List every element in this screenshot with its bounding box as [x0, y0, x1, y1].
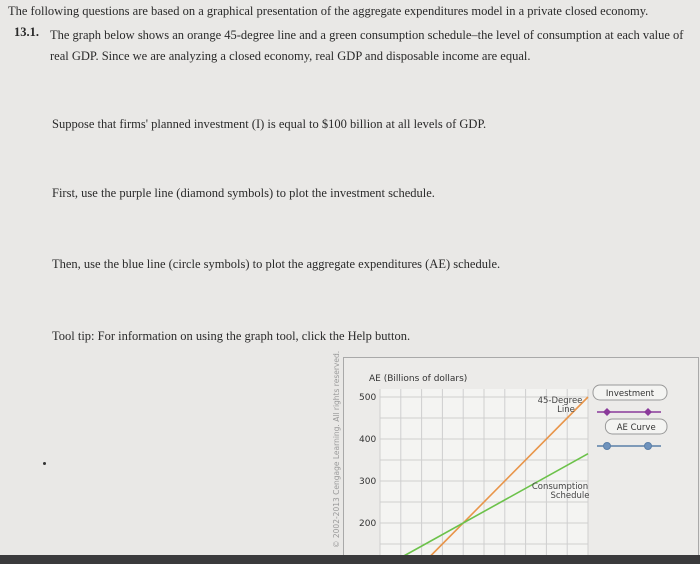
statement-purple-line: First, use the purple line (diamond symb… [52, 186, 435, 200]
tool-investment[interactable]: Investment [592, 384, 668, 416]
statement-investment: Suppose that firms' planned investment (… [52, 117, 487, 131]
circle-icon [603, 442, 611, 450]
y-tick-label: 400 [359, 435, 376, 445]
tool-label-box [604, 418, 668, 435]
y-tick-label: 500 [359, 393, 376, 403]
bullet-dot [43, 462, 46, 465]
intro-text: The following questions are based on a g… [8, 4, 649, 18]
tool-label-box [592, 384, 668, 401]
statement-tool-tip: Tool tip: For information on using the g… [52, 329, 411, 343]
label-45-degree-line: 45-Degree Line [538, 396, 583, 415]
question-text: The graph below shows an orange 45-degre… [50, 28, 684, 63]
statement-blue-line: Then, use the blue line (circle symbols)… [52, 257, 501, 271]
question-number: 13.1. [14, 25, 39, 39]
y-axis-label: AE (Billions of dollars) [369, 374, 467, 384]
y-tick-label: 200 [359, 519, 376, 529]
y-tick-label: 300 [359, 477, 376, 487]
taskbar [0, 555, 700, 564]
diamond-icon [603, 408, 611, 416]
tool-label: Investment [606, 389, 655, 399]
series-line-1 [396, 453, 589, 561]
label-consumption-schedule: Consumption Schedule [532, 482, 590, 501]
series-line-0 [425, 396, 589, 561]
tool-ae-curve[interactable]: AE Curve [597, 418, 668, 450]
tool-label: AE Curve [617, 423, 656, 433]
diamond-icon [644, 408, 652, 416]
circle-icon [644, 442, 652, 450]
